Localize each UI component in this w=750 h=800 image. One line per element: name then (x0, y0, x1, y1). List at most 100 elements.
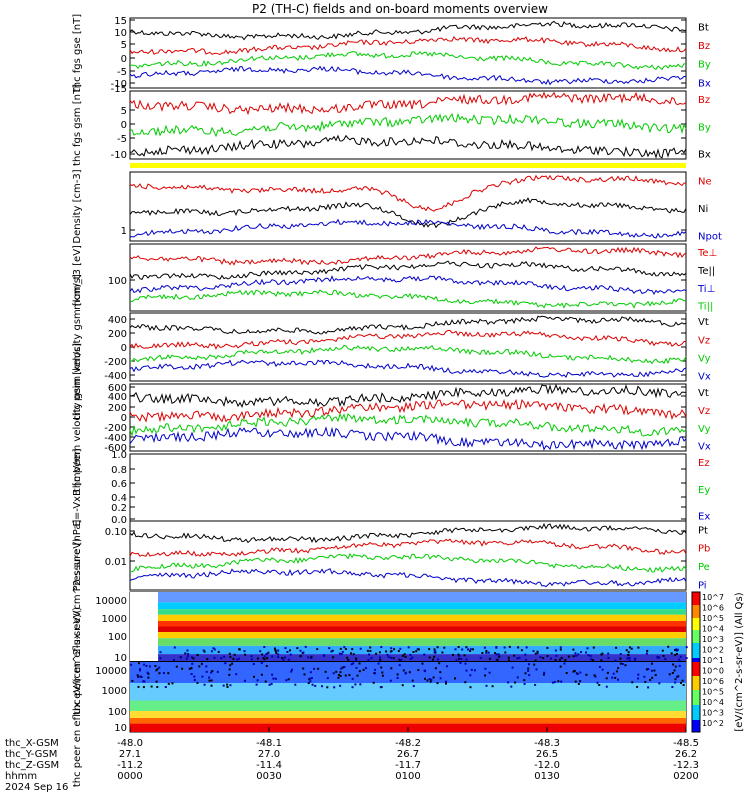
spectrogram-pixel (577, 683, 580, 685)
spectrogram-pixel (457, 657, 460, 660)
spectrogram-pixel (564, 659, 567, 661)
spectrogram-pixel (302, 651, 305, 654)
series-bx (129, 65, 687, 86)
series-pb (129, 538, 687, 557)
spectrogram-pixel (607, 657, 610, 659)
spectrogram-pixel (332, 672, 335, 675)
spectrogram-pixel (647, 668, 650, 671)
spectrogram-pixel (338, 652, 341, 655)
spectrogram-pixel (210, 679, 213, 682)
spectrogram-pixel (203, 650, 206, 653)
spectrogram-pixel (344, 648, 347, 650)
spectrogram-pixel (335, 670, 338, 673)
spectrogram-pixel (208, 679, 211, 682)
spectrogram-pixel (369, 650, 372, 653)
spectrogram-pixel (525, 646, 528, 649)
panel-peir-spectrogram: thc peir en eflux eV/(cm^2-s-sr-eV) 10000… (72, 538, 688, 715)
spectrogram-pixel (516, 676, 519, 679)
legend-entry: Vt (698, 317, 709, 328)
spectrogram-pixel (407, 646, 410, 649)
legend-entry: Vy (698, 353, 711, 364)
spectrogram-pixel (274, 648, 277, 651)
spectrogram-pixel (528, 663, 530, 666)
legend-entry: Bz (698, 95, 710, 106)
spectrogram-pixel (164, 686, 167, 688)
spectrogram-pixel (200, 662, 203, 665)
spectrogram-pixel (347, 658, 350, 661)
y-tick-label: 5 (121, 40, 127, 51)
spectrogram-pixel (557, 680, 560, 683)
spectrogram-pixel (167, 682, 170, 685)
spectrogram-pixel (339, 671, 342, 674)
spectrogram-pixel (510, 685, 513, 688)
spectrogram-pixel (417, 669, 420, 672)
panel-ylabel: thc peim velocity gsm [km/s] (72, 274, 83, 420)
panel-ylabel: thc fgs gsm [nT] (72, 84, 83, 166)
spectrogram-band (158, 602, 686, 610)
series-bz (129, 35, 687, 56)
spectrogram-pixel (140, 676, 143, 678)
spectrogram-pixel (142, 680, 145, 683)
spectrogram-pixel (672, 663, 675, 666)
panel-temperature: mom_t3 [eV] 100 Te⊥ Te|| Ti⊥ Ti|| (72, 243, 717, 313)
spectrogram-band (158, 592, 686, 603)
spectrogram-pixel (527, 667, 530, 670)
spectrogram-pixel (627, 651, 630, 654)
spectrogram-pixel (434, 650, 437, 653)
x-row-label: thc_Y-GSM (5, 749, 57, 760)
spectrogram-pixel (260, 662, 263, 665)
spectrogram-pixel (216, 670, 219, 673)
spectrogram-pixel (559, 665, 562, 668)
spectrogram-pixel (210, 684, 213, 687)
series-pe (129, 552, 687, 573)
spectrogram-pixel (274, 650, 277, 653)
colorbar-tick-label: 10^1 (702, 656, 724, 665)
spectrogram-pixel (310, 657, 313, 659)
spectrogram-pixel (563, 662, 566, 665)
spectrogram-pixel (190, 673, 193, 675)
spectrogram-pixel (370, 657, 373, 660)
spectrogram-pixel (142, 686, 145, 689)
y-tick-label: 400 (108, 315, 127, 326)
x-tick-label: -48.1 (256, 738, 282, 749)
spectrogram-pixel (263, 655, 266, 658)
spectrogram-pixel (463, 654, 466, 657)
spectrogram-pixel (536, 652, 539, 655)
spectrogram-pixel (518, 656, 521, 659)
spectrogram-pixel (485, 684, 488, 687)
spectrogram-pixel (190, 667, 193, 670)
spectrogram-pixel (381, 671, 384, 674)
spectrogram-pixel (272, 677, 275, 680)
spectrogram-pixel (535, 668, 538, 671)
spectrogram-pixel (379, 686, 382, 689)
spectrogram-pixel (344, 674, 347, 677)
x-tick-label: 27.1 (119, 749, 141, 760)
spectrogram-pixel (145, 664, 148, 667)
spectrogram-pixel (352, 662, 355, 665)
spectrogram-pixel (517, 646, 520, 649)
colorbar-segment (692, 705, 700, 720)
spectrogram-pixel (508, 645, 511, 648)
spectrogram-pixel (643, 675, 646, 678)
spectrogram-pixel (675, 653, 678, 655)
spectrogram-pixel (653, 669, 656, 672)
spectrogram-pixel (202, 649, 205, 652)
spectrogram-pixel (555, 654, 558, 657)
spectrogram-pixel (677, 675, 680, 678)
series-vt (129, 315, 687, 335)
spectrogram-pixel (408, 671, 411, 674)
spectrogram-pixel (585, 651, 587, 654)
spectrogram-pixel (326, 677, 329, 680)
spectrogram-pixel (222, 684, 225, 687)
spectrogram-pixel (579, 671, 582, 674)
spectrogram-pixel (378, 651, 381, 654)
spectrogram-pixel (594, 675, 597, 678)
spectrogram-pixel (676, 675, 678, 678)
spectrogram-band (158, 638, 686, 646)
spectrogram-pixel (534, 652, 537, 655)
spectrogram-pixel (316, 648, 319, 651)
spectrogram-pixel (181, 667, 184, 670)
panel-frame (129, 171, 687, 242)
y-tick-label: 10000 (95, 596, 127, 607)
